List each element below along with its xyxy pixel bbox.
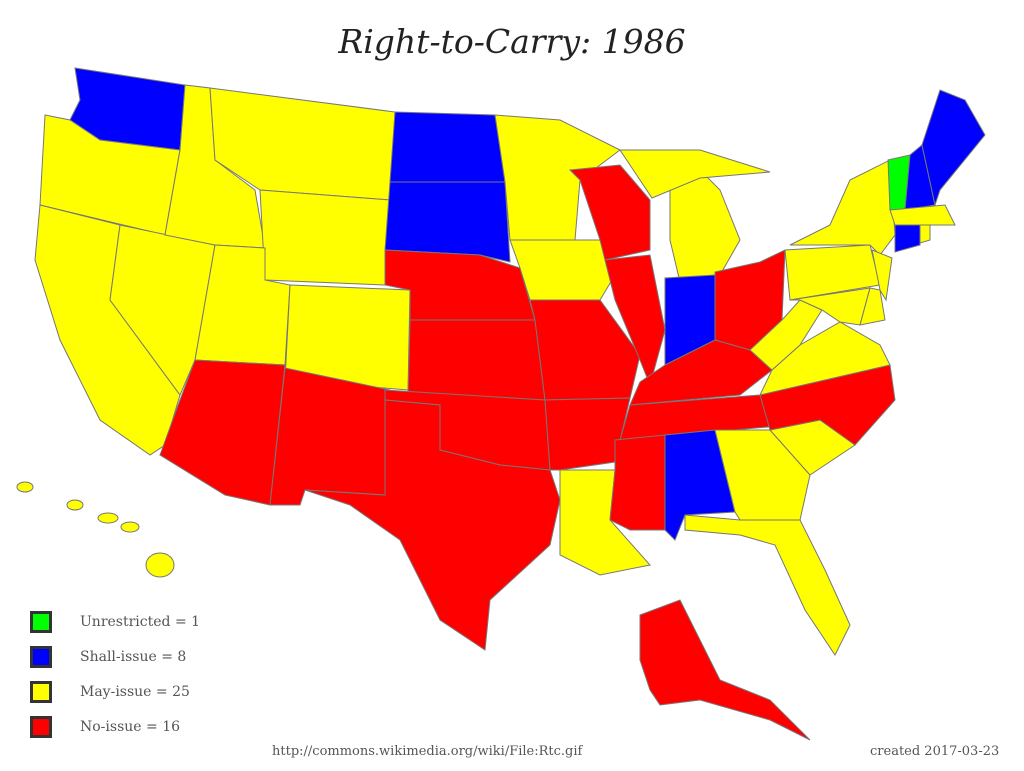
state-hi-island (16, 481, 34, 493)
state-hi-island (66, 499, 84, 511)
legend-label: Shall-issue = 8 (80, 648, 187, 665)
legend-label: No-issue = 16 (80, 718, 181, 735)
state-wi (568, 164, 651, 261)
state-fl (684, 514, 851, 656)
state-ms (609, 434, 666, 531)
state-ny (789, 159, 896, 256)
state-ks (407, 319, 546, 401)
legend-label: Unrestricted = 1 (80, 613, 201, 630)
legend-item-may-issue: May-issue = 25 (30, 674, 200, 709)
state-nm (269, 367, 391, 506)
state-mi (619, 149, 771, 199)
state-az (159, 359, 286, 506)
state-me (921, 89, 986, 207)
created-date: created 2017-03-23 (870, 744, 1000, 759)
source-url: http://commons.wikimedia.org/wiki/File:R… (272, 744, 583, 759)
legend-label: May-issue = 25 (80, 683, 190, 700)
legend-swatch (30, 715, 52, 738)
legend-swatch (30, 645, 52, 668)
state-hi-island (97, 512, 119, 524)
state-de (859, 287, 886, 326)
legend-swatch (30, 610, 52, 633)
state-wy (259, 189, 391, 286)
legend: Unrestricted = 1 Shall-issue = 8 May-iss… (30, 604, 200, 744)
state-nj (871, 249, 893, 302)
state-hi-island (145, 552, 175, 578)
legend-item-no-issue: No-issue = 16 (30, 709, 200, 744)
state-ar (544, 397, 631, 471)
map-title: Right-to-Carry: 1986 (338, 22, 686, 61)
state-sd (384, 181, 511, 263)
state-mn (494, 114, 621, 241)
state-hi-island (120, 521, 140, 533)
state-ct (894, 224, 921, 253)
state-tx (304, 399, 561, 651)
state-ri (919, 224, 931, 244)
state-mi (669, 169, 741, 283)
state-ak (639, 599, 811, 741)
state-ma (889, 204, 956, 226)
legend-item-shall-issue: Shall-issue = 8 (30, 639, 200, 674)
state-nd (389, 111, 506, 183)
legend-swatch (30, 680, 52, 703)
legend-item-unrestricted: Unrestricted = 1 (30, 604, 200, 639)
